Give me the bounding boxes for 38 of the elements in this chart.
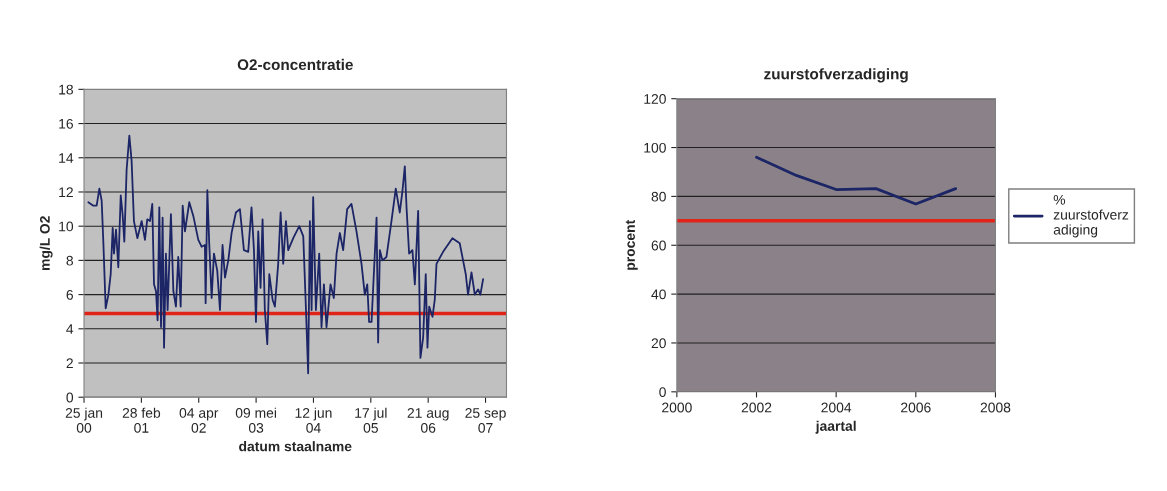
y-tick-label: 100 xyxy=(644,142,666,153)
x-tick-label: 28 feb 01 xyxy=(122,407,161,433)
y-tick-label: 8 xyxy=(66,255,73,266)
y-tick-label: 18 xyxy=(59,84,73,95)
y-tick-label: 10 xyxy=(59,221,74,232)
x-tick-label: 04 apr 02 xyxy=(179,408,219,433)
y-tick-label: 12 xyxy=(59,187,73,198)
x-axis-title: jaartal xyxy=(815,420,856,434)
y-tick-label: 0 xyxy=(66,392,74,403)
x-tick-label: 2008 xyxy=(980,402,1011,413)
x-tick-label: 12 jun 04 xyxy=(295,407,332,433)
x-tick-label: 2000 xyxy=(662,402,692,413)
chart-title: zuurstofverzadiging xyxy=(764,68,908,83)
y-axis-title: mg/L O2 xyxy=(39,216,53,271)
line-series xyxy=(755,155,958,206)
y-axis-title: procent xyxy=(625,219,638,270)
y-tick-label: 16 xyxy=(59,118,73,129)
x-tick-label: 25 sep 07 xyxy=(465,408,506,433)
y-tick-label: 60 xyxy=(651,240,666,251)
y-tick-label: 0 xyxy=(659,387,666,397)
y-tick-label: 40 xyxy=(651,289,666,300)
y-tick-label: 6 xyxy=(66,289,73,300)
x-tick-label: 2006 xyxy=(901,402,931,413)
y-tick-label: 80 xyxy=(651,191,666,202)
chart-title: O2-concentratie xyxy=(237,58,353,71)
y-tick-label: 20 xyxy=(651,338,666,349)
x-tick-label: 21 aug 06 xyxy=(407,408,449,433)
y-tick-label: 120 xyxy=(644,94,666,104)
y-tick-label: 14 xyxy=(59,153,74,163)
x-tick-label: 25 jan 00 xyxy=(65,407,103,433)
x-tick-label: 2002 xyxy=(741,402,772,413)
x-axis-title: datum staalname xyxy=(239,441,352,452)
y-tick-label: 4 xyxy=(66,324,74,334)
x-tick-label: 2004 xyxy=(821,402,852,413)
x-tick-label: 17 jul 05 xyxy=(355,407,387,433)
line-series xyxy=(87,134,485,375)
legend-label: % zuurstofverzadiging xyxy=(1053,194,1129,238)
y-tick-label: 2 xyxy=(66,358,73,369)
